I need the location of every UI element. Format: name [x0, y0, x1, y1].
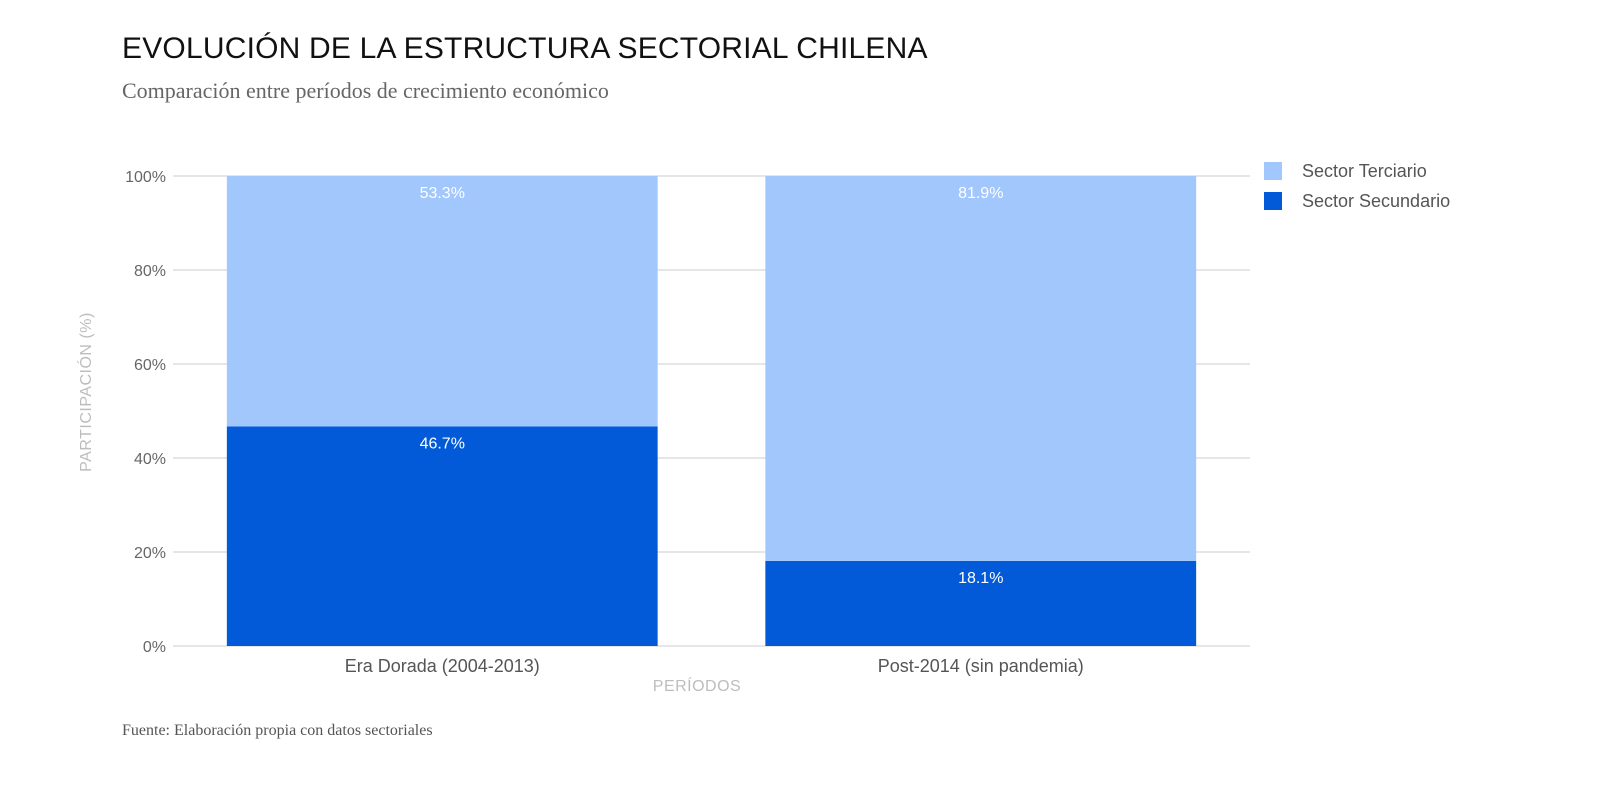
bar-secundario-1 [765, 560, 1197, 646]
y-tick-label: 80% [134, 263, 166, 280]
data-label-terciario-1: 81.9% [958, 185, 1003, 202]
y-tick-label: 60% [134, 357, 166, 374]
x-axis-title: PERÍODOS [653, 676, 741, 695]
bar-secundario-0 [226, 426, 658, 646]
legend-label-terciario: Sector Terciario [1302, 161, 1427, 181]
legend: Sector Terciario Sector Secundario [1264, 161, 1450, 211]
y-axis-ticks: 0% 20% 40% 60% 80% 100% [125, 169, 166, 656]
source-note: Fuente: Elaboración propia con datos sec… [122, 722, 433, 739]
data-label-secundario-1: 18.1% [958, 570, 1003, 587]
x-tick-label: Era Dorada (2004-2013) [345, 656, 540, 676]
x-tick-label: Post-2014 (sin pandemia) [878, 656, 1084, 676]
chart-title: EVOLUCIÓN DE LA ESTRUCTURA SECTORIAL CHI… [122, 32, 928, 65]
data-label-terciario-0: 53.3% [420, 185, 465, 202]
legend-swatch-terciario [1264, 162, 1282, 180]
x-axis-labels: Era Dorada (2004-2013) Post-2014 (sin pan… [345, 656, 1084, 676]
chart-subtitle: Comparación entre períodos de crecimient… [122, 78, 609, 103]
legend-swatch-secundario [1264, 192, 1282, 210]
y-tick-label: 40% [134, 451, 166, 468]
y-axis-title: PARTICIPACIÓN (%) [76, 312, 95, 472]
data-label-secundario-0: 46.7% [420, 436, 465, 453]
bars: 46.7% 53.3% 18.1% 81.9% [226, 176, 1197, 646]
legend-label-secundario: Sector Secundario [1302, 191, 1450, 211]
y-tick-label: 100% [125, 169, 166, 186]
bar-terciario-0 [226, 176, 658, 427]
y-tick-label: 20% [134, 545, 166, 562]
y-tick-label: 0% [143, 639, 166, 656]
bar-terciario-1 [765, 176, 1197, 561]
